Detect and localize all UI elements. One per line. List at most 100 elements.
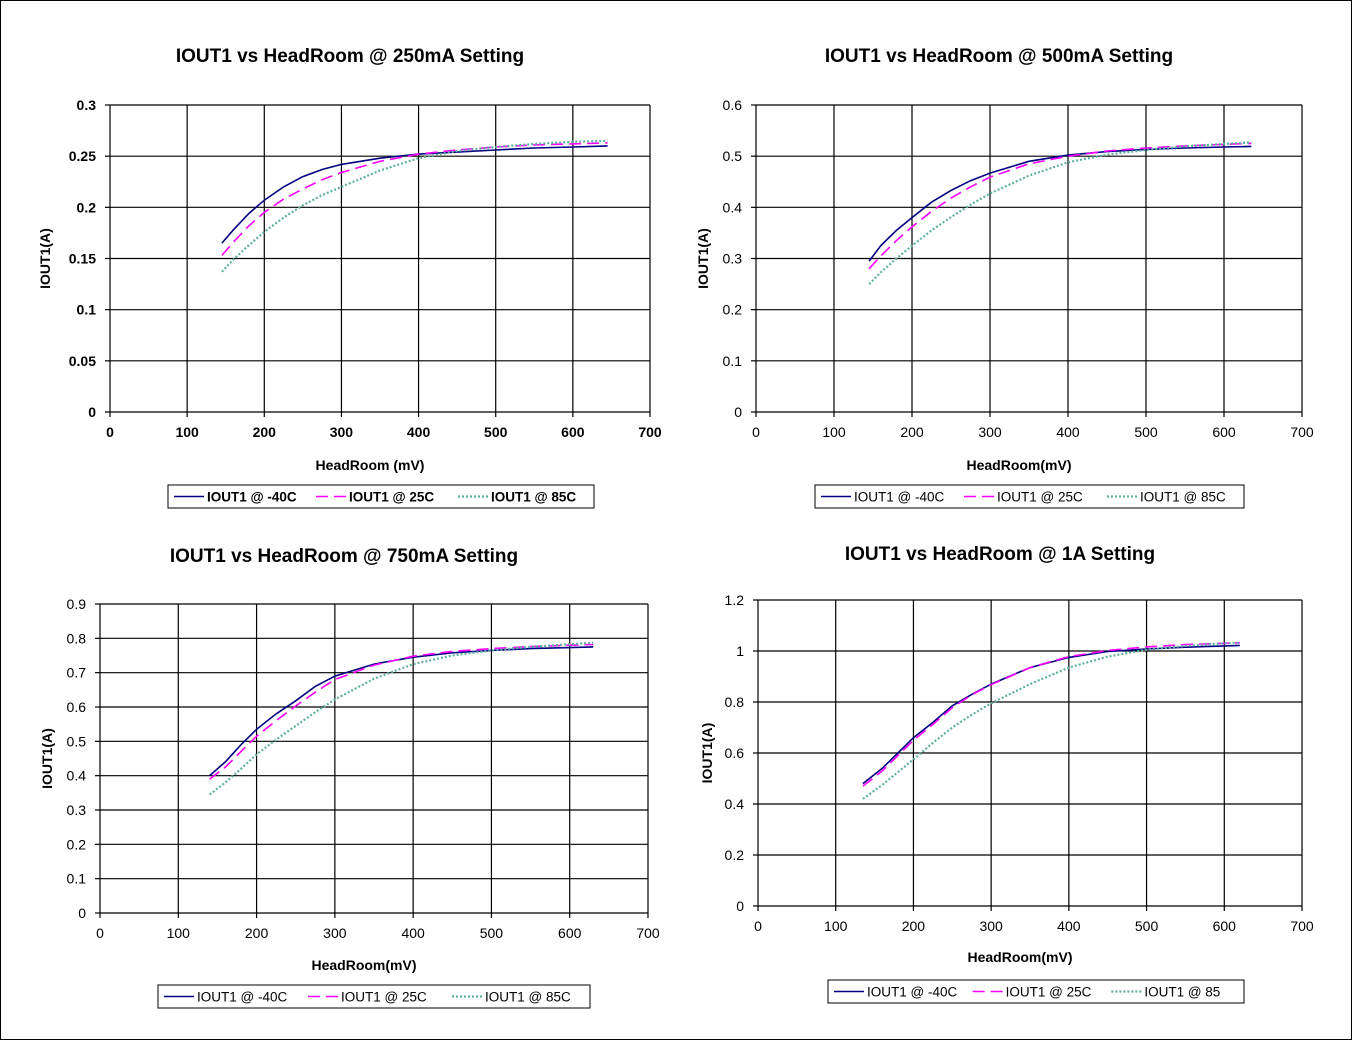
legend-label-2: IOUT1 @ 25C (349, 490, 434, 505)
x-tick-label: 0 (96, 925, 104, 941)
y-tick-label: 0.05 (69, 353, 96, 369)
series-line-3 (221, 139, 608, 273)
series-line-3 (208, 641, 594, 796)
legend: IOUT1 @ -40C IOUT1 @ 25C IOUT1 @ 85 (827, 979, 1245, 1004)
x-tick-label: 300 (979, 918, 1003, 934)
legend-box (157, 984, 591, 1009)
series-line-1 (862, 644, 1240, 785)
x-tick-label: 0 (752, 424, 760, 440)
y-axis-label: IOUT1(A) (699, 723, 715, 784)
legend-box (167, 484, 595, 509)
y-tick-label: 0.9 (67, 596, 87, 612)
y-tick-label: 0.3 (77, 97, 97, 113)
y-tick-label: 0.4 (723, 199, 743, 215)
series-line-1 (868, 145, 1252, 262)
y-axis-label: IOUT1(A) (37, 228, 53, 289)
y-tick-label: 0.4 (67, 768, 87, 784)
legend-label-2: IOUT1 @ 25C (997, 490, 1083, 505)
legend-label-3: IOUT1 @ 85C (491, 490, 576, 505)
y-tick-label: 0.5 (723, 148, 743, 164)
x-axis-label: HeadRoom(mV) (311, 957, 416, 973)
series-line-1 (221, 145, 608, 244)
x-tick-label: 100 (167, 925, 191, 941)
x-tick-label: 500 (480, 925, 504, 941)
chart-panel-1: IOUT1 vs HeadRoom @ 250mA Setting 0 100 200… (37, 46, 662, 509)
y-tick-label: 0.2 (67, 836, 87, 852)
legend-label-2: IOUT1 @ 25C (341, 990, 427, 1005)
x-tick-label: 300 (330, 424, 354, 440)
legend-label-1: IOUT1 @ -40C (197, 990, 287, 1005)
legend-label-3: IOUT1 @ 85C (1140, 490, 1226, 505)
legend-label-1: IOUT1 @ -40C (854, 490, 944, 505)
x-tick-label: 100 (175, 424, 199, 440)
y-tick-label: 0.6 (67, 699, 87, 715)
chart-panel-4: IOUT1 vs HeadRoom @ 1A Setting 0 100 200 300… (699, 544, 1314, 1004)
chart-title: IOUT1 vs HeadRoom @ 1A Setting (845, 544, 1155, 565)
legend-label-1: IOUT1 @ -40C (207, 490, 297, 505)
x-tick-label: 100 (822, 424, 846, 440)
x-tick-label: 500 (484, 424, 508, 440)
y-tick-label: 0.1 (77, 302, 97, 318)
chart-title: IOUT1 vs HeadRoom @ 250mA Setting (176, 46, 524, 67)
x-tick-label: 0 (106, 424, 114, 440)
legend: IOUT1 @ -40C IOUT1 @ 25C IOUT1 @ 85C (167, 484, 595, 509)
y-tick-label: 0.4 (725, 796, 745, 812)
x-tick-label: 700 (636, 925, 660, 941)
y-tick-label: 0 (78, 905, 86, 921)
x-axis-label: HeadRoom(mV) (966, 457, 1071, 473)
series-line-3 (868, 141, 1252, 285)
x-tick-label: 400 (407, 424, 431, 440)
legend-label-2: IOUT1 @ 25C (1006, 985, 1092, 1000)
y-tick-label: 0.2 (723, 302, 743, 318)
legend: IOUT1 @ -40C IOUT1 @ 25C IOUT1 @ 85C (157, 984, 591, 1009)
y-tick-label: 0.5 (67, 733, 87, 749)
y-tick-label: 0.3 (723, 251, 743, 267)
x-tick-label: 600 (1213, 918, 1237, 934)
x-tick-label: 100 (824, 918, 848, 934)
legend-label-3: IOUT1 @ 85 (1144, 985, 1220, 1000)
y-tick-label: 0.15 (69, 251, 96, 267)
y-tick-label: 0.2 (77, 199, 97, 215)
x-tick-label: 400 (1057, 918, 1081, 934)
x-tick-label: 200 (245, 925, 269, 941)
y-tick-label: 0.3 (67, 802, 87, 818)
series-line-2 (862, 642, 1240, 787)
y-axis-label: IOUT1(A) (39, 728, 55, 789)
x-axis-label: HeadRoom(mV) (967, 949, 1072, 965)
x-axis-label: HeadRoom (mV) (316, 457, 425, 473)
x-tick-label: 400 (401, 925, 425, 941)
y-tick-label: 0.2 (725, 847, 745, 863)
x-tick-label: 0 (754, 918, 762, 934)
y-tick-label: 0 (736, 898, 744, 914)
x-tick-label: 700 (1290, 424, 1314, 440)
y-tick-label: 0.7 (67, 665, 87, 681)
legend-box (827, 979, 1245, 1004)
series-line-2 (209, 643, 594, 780)
y-tick-label: 0.25 (69, 148, 96, 164)
legend-label-1: IOUT1 @ -40C (867, 985, 957, 1000)
y-tick-label: 0 (88, 404, 96, 420)
x-tick-label: 700 (638, 424, 662, 440)
chart-title: IOUT1 vs HeadRoom @ 500mA Setting (825, 46, 1173, 67)
x-tick-label: 200 (253, 424, 277, 440)
chart-panel-3: IOUT1 vs HeadRoom @ 750mA Setting 0 100 200… (39, 546, 660, 1009)
x-tick-label: 400 (1056, 424, 1080, 440)
x-tick-label: 200 (900, 424, 924, 440)
x-tick-label: 500 (1135, 918, 1159, 934)
y-axis-label: IOUT1(A) (695, 228, 711, 289)
x-tick-label: 600 (1212, 424, 1236, 440)
series-line-1 (209, 646, 594, 777)
legend-box (814, 484, 1245, 509)
legend-label-3: IOUT1 @ 85C (485, 990, 571, 1005)
legend: IOUT1 @ -40C IOUT1 @ 25C IOUT1 @ 85C (814, 484, 1245, 509)
chart-title: IOUT1 vs HeadRoom @ 750mA Setting (170, 546, 518, 567)
x-tick-label: 300 (323, 925, 347, 941)
y-tick-label: 0.6 (723, 97, 743, 113)
x-tick-label: 300 (978, 424, 1002, 440)
y-tick-label: 0.1 (67, 871, 87, 887)
series-line-3 (862, 641, 1240, 800)
y-tick-label: 0.1 (723, 353, 743, 369)
x-tick-label: 700 (1290, 918, 1314, 934)
y-tick-label: 0.6 (725, 745, 745, 761)
